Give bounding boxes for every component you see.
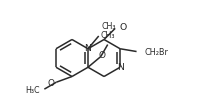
Text: N: N [116,63,123,72]
Text: O: O [98,51,105,60]
Text: O: O [119,23,126,32]
Text: O: O [47,79,54,88]
Text: N: N [84,44,91,53]
Text: CH₂Br: CH₂Br [144,48,168,57]
Text: CH₃: CH₃ [101,22,116,31]
Text: H₃C: H₃C [25,86,39,95]
Text: CH₃: CH₃ [100,31,114,40]
